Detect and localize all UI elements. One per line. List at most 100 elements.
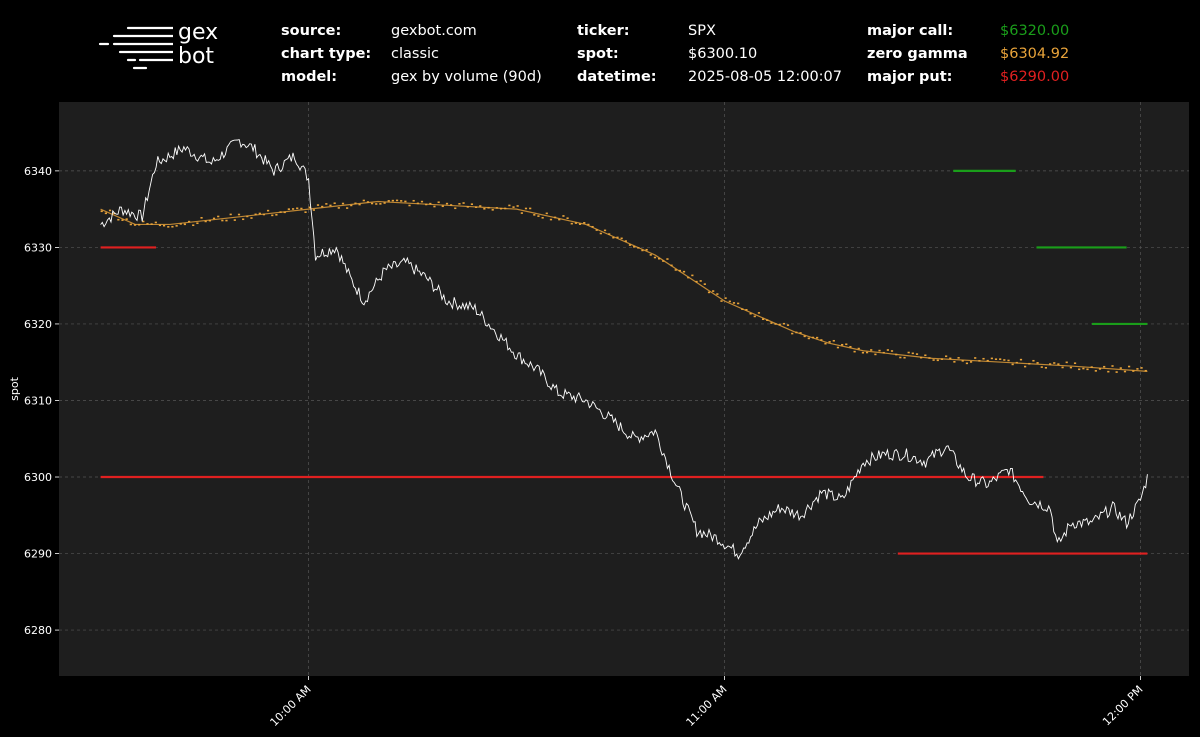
major-put-value: $6290.00 — [1000, 69, 1070, 85]
plot-area — [59, 102, 1189, 676]
zero-gamma-point — [408, 204, 411, 207]
zero-gamma-point — [1140, 367, 1143, 369]
zero-gamma-point — [724, 297, 727, 299]
zero-gamma-point — [761, 318, 765, 321]
y-tick-label: 6320 — [24, 318, 52, 331]
zero-gamma-point — [1128, 365, 1131, 368]
zero-gamma-point — [420, 200, 424, 203]
zero-gamma-point — [587, 223, 590, 226]
zero-gamma-point — [953, 361, 956, 363]
zero-gamma-point — [778, 323, 781, 326]
zero-gamma-point — [337, 207, 340, 209]
chart-type-value: classic — [391, 46, 439, 62]
zero-gamma-point — [354, 202, 357, 205]
zero-gamma-point — [595, 229, 598, 231]
zero-gamma-point — [703, 283, 706, 285]
zero-gamma-point — [545, 212, 548, 215]
zero-gamma-point — [350, 204, 353, 207]
zero-gamma-point — [379, 203, 382, 205]
zero-gamma-point — [1007, 359, 1010, 362]
zero-gamma-point — [1107, 370, 1110, 373]
zero-gamma-point — [287, 208, 290, 210]
zero-gamma-point — [391, 199, 394, 202]
zero-gamma-line — [100, 200, 1148, 372]
zero-gamma-point — [1003, 359, 1006, 361]
zero-gamma-point — [362, 199, 365, 202]
zero-gamma-point — [682, 270, 686, 273]
zero-gamma-point — [994, 358, 998, 361]
zero-gamma-point — [990, 357, 993, 360]
zero-gamma-point — [999, 358, 1002, 360]
zero-gamma-point — [653, 256, 657, 259]
zero-gamma-point — [986, 359, 989, 362]
zero-gamma-point — [483, 208, 486, 210]
zero-gamma-point — [828, 341, 831, 343]
y-tick-label: 6340 — [24, 165, 52, 178]
zero-gamma-point — [645, 248, 648, 251]
zero-gamma-point — [1086, 368, 1089, 371]
zero-gamma-point — [175, 225, 178, 227]
logo-text-gex: gex — [178, 20, 219, 45]
zero-gamma-point — [1057, 363, 1060, 365]
zero-gamma-point — [562, 215, 565, 217]
zero-gamma-point — [1065, 361, 1068, 364]
model-label: model: — [281, 69, 338, 85]
zero-gamma-point — [142, 220, 145, 223]
zero-gamma-point — [1132, 370, 1135, 372]
zero-gamma-point — [949, 357, 952, 360]
zero-gamma-point — [616, 236, 619, 239]
zero-gamma-point — [633, 246, 636, 248]
zero-gamma-point — [849, 345, 852, 348]
zero-gamma-point — [183, 223, 186, 226]
zero-gamma-point — [325, 203, 328, 205]
zero-gamma-point — [358, 203, 361, 206]
zero-gamma-point — [657, 257, 661, 260]
zero-gamma-point — [275, 213, 278, 216]
zero-gamma-point — [720, 300, 723, 302]
zero-gamma-point — [520, 212, 523, 214]
zero-gamma-point — [1011, 363, 1014, 366]
zero-gamma-point — [1078, 368, 1081, 371]
zero-gamma-point — [799, 332, 802, 334]
zero-gamma-point — [121, 219, 124, 221]
zero-gamma-point — [387, 200, 390, 202]
zero-gamma-point — [237, 213, 241, 216]
zero-gamma-point — [666, 258, 669, 260]
zero-gamma-point — [242, 218, 245, 221]
zero-gamma-point — [154, 221, 157, 224]
zero-gamma-point — [129, 223, 132, 226]
zero-gamma-point — [271, 214, 274, 217]
zero-gamma-point — [865, 351, 869, 354]
zero-gamma-point — [1073, 362, 1077, 365]
zero-gamma-point — [316, 204, 320, 206]
zero-gamma-point — [728, 300, 731, 303]
zero-gamma-point — [125, 218, 128, 220]
y-tick-label: 6310 — [24, 394, 52, 407]
zero-gamma-point — [1094, 370, 1097, 372]
zero-gamma-point — [770, 322, 773, 324]
zero-gamma-point — [695, 280, 698, 283]
zero-gamma-point — [712, 290, 715, 292]
x-tick-label: 10:00 AM — [268, 683, 314, 729]
zero-gamma-point — [878, 349, 881, 352]
zero-gamma-point — [512, 206, 515, 208]
zero-gamma-point — [1136, 368, 1139, 370]
zero-gamma-point — [162, 224, 166, 227]
zero-gamma-point — [932, 359, 935, 361]
major-put-label: major put: — [867, 69, 953, 85]
zero-gamma-point — [300, 207, 303, 210]
zero-gamma-point — [791, 332, 794, 335]
zero-gamma-point — [803, 335, 806, 338]
zero-gamma-point — [187, 220, 191, 223]
spot-value: $6300.10 — [688, 46, 758, 62]
zero-gamma-point — [200, 217, 203, 219]
zero-gamma-point — [229, 213, 232, 216]
zero-gamma-point — [404, 200, 407, 203]
zero-gamma-point — [915, 353, 919, 355]
spot-series — [100, 139, 1148, 560]
major-call-label: major call: — [867, 23, 954, 39]
zero-gamma-point — [1044, 366, 1048, 369]
zero-gamma-point — [757, 312, 761, 314]
zero-gamma-point — [737, 302, 740, 305]
